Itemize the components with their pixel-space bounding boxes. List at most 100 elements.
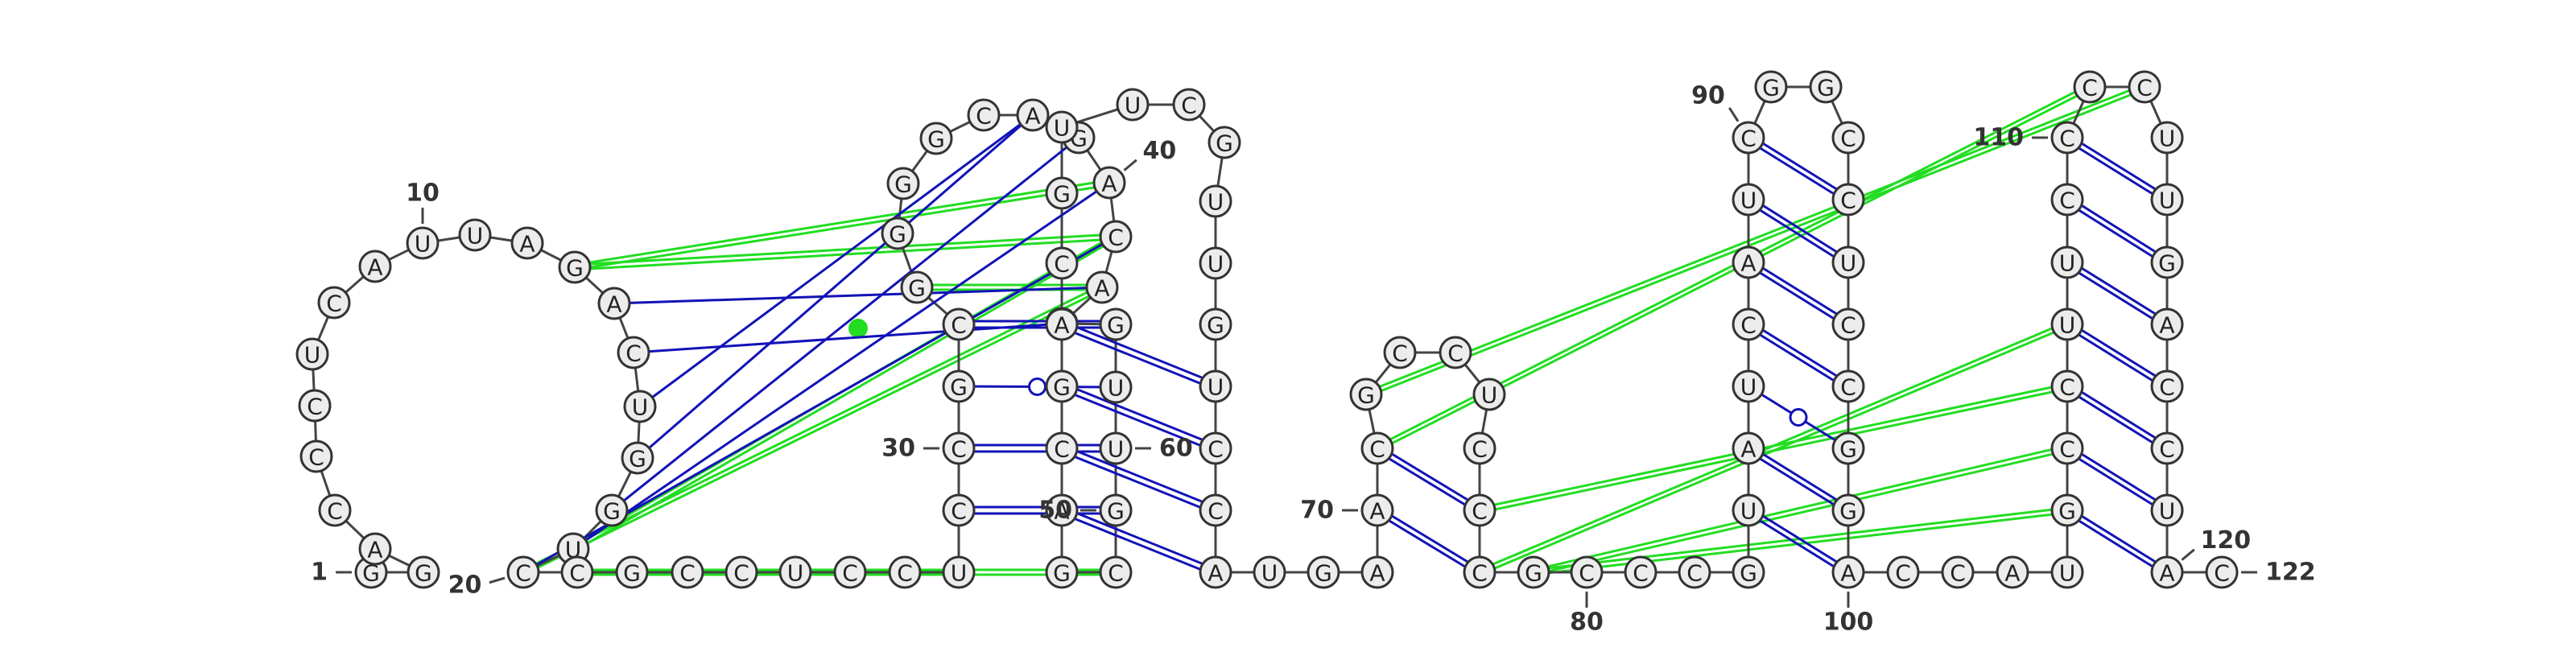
nucleotide: C (1624, 555, 1657, 589)
nucleotide: U (2150, 121, 2184, 155)
svg-text:G: G (889, 221, 906, 248)
nucleotide: U (458, 218, 492, 252)
nucleotide: U (1732, 493, 1765, 527)
base-pair (2066, 139, 2168, 204)
nucleotide: G (1831, 431, 1865, 465)
svg-text:C: C (1740, 126, 1757, 152)
nucleotide: G (407, 555, 440, 589)
base-pair (2066, 320, 2168, 385)
svg-text:A: A (2004, 560, 2020, 587)
base-pair (1748, 258, 1849, 323)
base-pair (1061, 512, 1216, 577)
nucleotide: C (942, 307, 976, 341)
svg-text:C: C (2059, 188, 2075, 214)
svg-text:C: C (1895, 560, 1911, 587)
svg-text:U: U (2059, 560, 2076, 587)
svg-text:G: G (1053, 560, 1071, 587)
position-label: 80 (1570, 608, 1604, 637)
position-label: 70 (1300, 497, 1334, 525)
nucleotide: C (1199, 493, 1232, 527)
nucleotide: G (1099, 307, 1133, 341)
nucleotide: C (942, 431, 976, 465)
tertiary-interaction (1365, 83, 2145, 394)
svg-text:U: U (1108, 375, 1125, 402)
nucleotide: A (1016, 98, 1050, 132)
svg-text:A: A (1840, 560, 1856, 587)
nucleotide: U (1732, 183, 1765, 217)
svg-text:C: C (625, 340, 642, 367)
nucleotide: G (1208, 126, 1241, 159)
svg-text:C: C (842, 560, 858, 587)
svg-text:C: C (2059, 126, 2075, 152)
svg-text:G: G (1053, 374, 1071, 401)
svg-text:A: A (1101, 171, 1117, 197)
nucleotide: C (1439, 336, 1472, 369)
position-tick (489, 576, 506, 584)
position-label: 30 (881, 435, 915, 463)
svg-text:A: A (2159, 312, 2174, 339)
nucleotide: U (2150, 493, 2184, 527)
svg-text:C: C (327, 498, 343, 525)
svg-text:G: G (629, 446, 646, 472)
tertiary-interaction (574, 233, 1117, 266)
svg-text:U: U (1740, 188, 1757, 214)
svg-text:C: C (1740, 312, 1757, 339)
svg-text:U: U (1840, 250, 1857, 277)
svg-text:A: A (1025, 103, 1040, 130)
wobble-marker (1789, 408, 1808, 427)
svg-text:C: C (951, 498, 967, 525)
nucleotide: U (2150, 183, 2184, 217)
base-pair (1748, 133, 1849, 198)
nucleotide: C (1831, 121, 1865, 155)
base-pair (2066, 201, 2168, 267)
svg-text:G: G (1839, 436, 1857, 463)
base-pair (1061, 388, 1216, 453)
base-pair (1748, 264, 1849, 329)
svg-text:A: A (606, 291, 621, 318)
nucleotide: A (1360, 493, 1394, 527)
nucleotide: U (1116, 88, 1150, 122)
nucleotide: A (1732, 245, 1765, 279)
svg-text:C: C (897, 560, 913, 587)
svg-text:U: U (951, 560, 968, 587)
svg-text:U: U (1481, 382, 1498, 409)
svg-text:G: G (362, 560, 380, 587)
tertiary-interaction (522, 288, 1103, 576)
svg-text:C: C (1369, 436, 1385, 463)
nucleotide: U (1099, 370, 1133, 404)
nucleotide: A (1831, 555, 1865, 589)
base-pair (1061, 450, 1216, 515)
nucleotide: C (298, 389, 332, 423)
nucleotide: C (724, 555, 758, 589)
svg-text:C: C (569, 560, 585, 587)
svg-text:G: G (2158, 250, 2176, 277)
position-tick (1728, 107, 1740, 122)
nucleotide: G (1099, 493, 1133, 527)
nucleotide: C (617, 336, 650, 369)
nucleotide: C (671, 555, 704, 589)
svg-text:C: C (2082, 75, 2098, 101)
nucleotide: C (506, 555, 540, 589)
position-ticks (336, 107, 2257, 608)
nucleotide: C (888, 555, 922, 589)
nucleotide: U (1199, 184, 1232, 218)
tertiary-interaction (1533, 511, 2068, 576)
nucleotide: G (881, 217, 914, 250)
nucleotide: G (2050, 493, 2084, 527)
svg-text:C: C (1392, 340, 1408, 367)
nucleotide: C (1045, 431, 1079, 465)
nucleotide: U (1045, 110, 1079, 144)
tertiary-interaction (1533, 444, 2068, 571)
base-pair (1061, 326, 1216, 391)
base-pair (2066, 388, 2168, 453)
svg-text:U: U (1208, 251, 1224, 278)
svg-text:C: C (1840, 312, 1856, 339)
svg-text:C: C (1579, 560, 1595, 587)
svg-text:A: A (1054, 498, 1069, 525)
svg-text:G: G (1762, 75, 1780, 101)
long-range-interactions (522, 83, 2145, 576)
svg-text:U: U (467, 223, 484, 250)
nucleotide: U (295, 337, 329, 371)
